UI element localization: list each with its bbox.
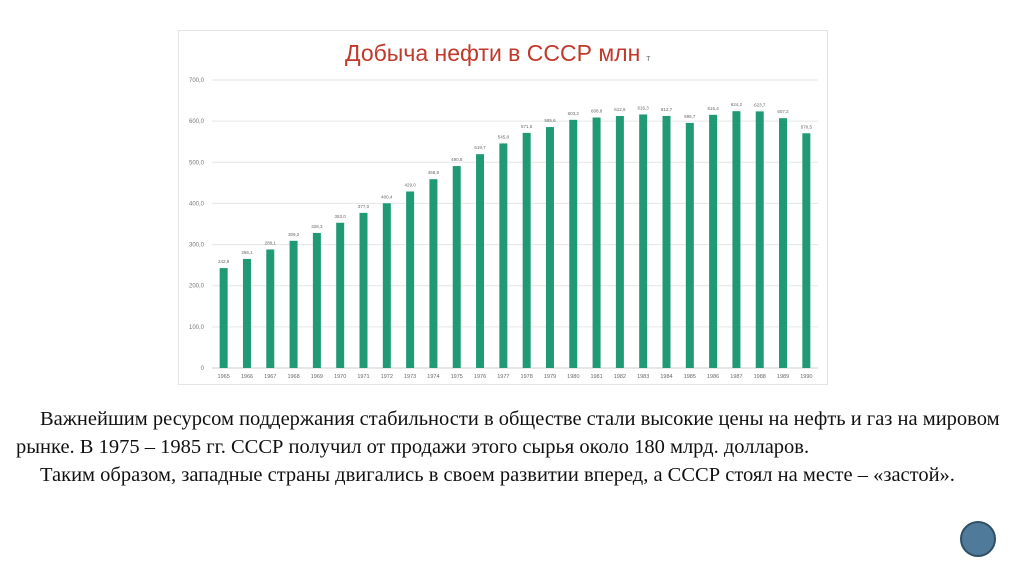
y-tick-label: 700,0 xyxy=(189,78,205,84)
x-tick-label: 1982 xyxy=(614,374,626,380)
bar-1983 xyxy=(639,114,648,368)
x-tick-label: 1987 xyxy=(730,374,742,380)
data-label: 612,7 xyxy=(661,107,673,112)
y-tick-label: 300,0 xyxy=(189,243,205,249)
slide-nav-button[interactable] xyxy=(960,521,996,557)
data-label: 377,0 xyxy=(358,204,370,209)
x-tick-label: 1983 xyxy=(637,374,649,380)
data-label: 595,7 xyxy=(684,114,696,119)
y-tick-label: 100,0 xyxy=(189,325,205,331)
data-label: 309,2 xyxy=(288,232,300,237)
x-tick-label: 1980 xyxy=(567,374,579,380)
paragraph-2: Таким образом, западные страны двигались… xyxy=(40,464,955,486)
bar-1985 xyxy=(685,122,694,368)
x-tick-label: 1981 xyxy=(590,374,602,380)
bar-1967 xyxy=(266,249,275,368)
x-tick-label: 1966 xyxy=(241,374,253,380)
data-label: 265,1 xyxy=(241,250,253,255)
data-label: 353,0 xyxy=(335,214,347,219)
data-label: 616,3 xyxy=(638,105,650,110)
data-label: 242,9 xyxy=(218,259,230,264)
slide-text: Важнейшим ресурсом поддержания стабильно… xyxy=(16,405,1006,489)
x-tick-label: 1979 xyxy=(544,374,556,380)
data-label: 288,1 xyxy=(265,240,277,245)
bar-1979 xyxy=(545,127,554,368)
x-tick-label: 1968 xyxy=(287,374,299,380)
x-tick-label: 1971 xyxy=(357,374,369,380)
y-tick-label: 0 xyxy=(201,366,205,372)
x-tick-label: 1985 xyxy=(684,374,696,380)
data-label: 328,3 xyxy=(311,224,323,229)
bar-1989 xyxy=(779,118,788,368)
x-tick-label: 1973 xyxy=(404,374,416,380)
data-label: 623,7 xyxy=(754,102,766,107)
data-label: 429,0 xyxy=(404,182,416,187)
data-label: 624,2 xyxy=(731,102,743,107)
bar-1977 xyxy=(499,143,508,368)
x-tick-label: 1988 xyxy=(754,374,766,380)
data-label: 458,9 xyxy=(428,170,440,175)
x-tick-label: 1990 xyxy=(800,374,812,380)
data-label: 608,8 xyxy=(591,109,603,114)
bar-1975 xyxy=(452,166,461,368)
data-label: 490,8 xyxy=(451,157,463,162)
x-tick-label: 1977 xyxy=(497,374,509,380)
bar-1978 xyxy=(522,132,531,368)
x-tick-label: 1975 xyxy=(451,374,463,380)
x-tick-label: 1989 xyxy=(777,374,789,380)
bar-1981 xyxy=(592,117,601,369)
data-label: 400,4 xyxy=(381,194,393,199)
x-tick-label: 1965 xyxy=(218,374,230,380)
data-label: 607,2 xyxy=(777,109,789,114)
bar-1982 xyxy=(615,115,624,368)
x-tick-label: 1974 xyxy=(427,374,439,380)
x-tick-label: 1978 xyxy=(521,374,533,380)
bar-1976 xyxy=(476,154,485,368)
y-tick-label: 200,0 xyxy=(189,284,205,290)
data-label: 615,4 xyxy=(707,106,719,111)
bar-1987 xyxy=(732,111,741,369)
y-tick-label: 500,0 xyxy=(189,160,205,166)
bar-1974 xyxy=(429,179,438,368)
data-label: 570,5 xyxy=(801,124,813,129)
x-tick-label: 1972 xyxy=(381,374,393,380)
bar-1980 xyxy=(569,119,578,368)
y-tick-label: 600,0 xyxy=(189,119,205,125)
chart-title: Добыча нефти в СССР млн т xyxy=(345,40,650,67)
bar-1966 xyxy=(242,258,251,368)
x-tick-label: 1967 xyxy=(264,374,276,380)
bar-1969 xyxy=(312,232,321,368)
data-label: 612,6 xyxy=(614,107,626,112)
bar-1984 xyxy=(662,115,671,368)
data-label: 519,7 xyxy=(474,145,486,150)
x-tick-label: 1984 xyxy=(660,374,672,380)
data-label: 545,8 xyxy=(498,134,510,139)
data-label: 585,6 xyxy=(544,118,556,123)
bar-1973 xyxy=(406,191,415,368)
y-tick-label: 400,0 xyxy=(189,201,205,207)
bar-1968 xyxy=(289,240,298,368)
chart-title-unit: т xyxy=(646,53,651,63)
bar-1971 xyxy=(359,212,368,368)
bar-1965 xyxy=(219,268,228,368)
bar-1986 xyxy=(709,114,718,368)
data-label: 603,2 xyxy=(568,111,580,116)
bar-1970 xyxy=(336,222,345,368)
chart-title-text: Добыча нефти в СССР млн xyxy=(345,40,641,66)
bar-1988 xyxy=(755,111,764,368)
x-tick-label: 1970 xyxy=(334,374,346,380)
bar-1990 xyxy=(802,133,811,368)
bar-1972 xyxy=(382,203,391,368)
x-tick-label: 1986 xyxy=(707,374,719,380)
paragraph-1: Важнейшим ресурсом поддержания стабильно… xyxy=(16,408,1000,458)
data-label: 571,5 xyxy=(521,124,533,129)
x-tick-label: 1976 xyxy=(474,374,486,380)
x-tick-label: 1969 xyxy=(311,374,323,380)
